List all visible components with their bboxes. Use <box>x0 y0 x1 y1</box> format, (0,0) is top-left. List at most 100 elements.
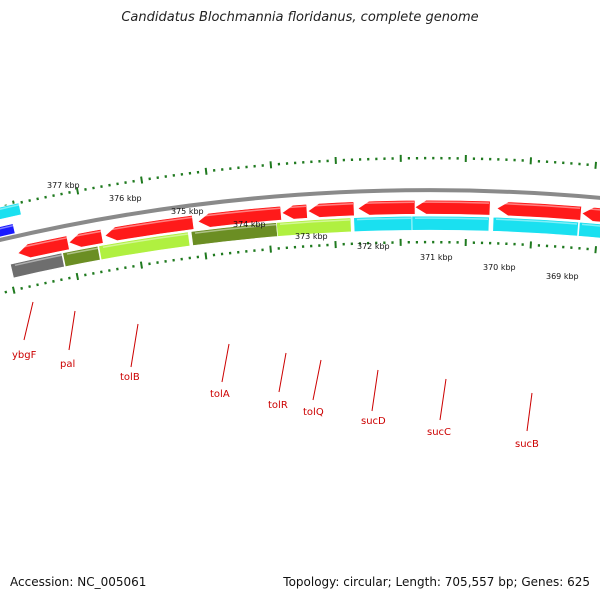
scale-label-374: 374 kbp <box>233 220 266 229</box>
outer-gene-cyan <box>0 202 22 220</box>
gene-label-sucB: sucB <box>515 439 539 450</box>
inner-tick-4 <box>20 286 24 290</box>
reverse-gene-8 <box>492 216 579 237</box>
inner-tick-5 <box>28 285 31 289</box>
genome-summary: Topology: circular; Length: 705,557 bp; … <box>283 575 590 589</box>
reverse-gene-2 <box>62 245 101 268</box>
gene-label-line-8 <box>439 378 447 421</box>
reverse-gene-5 <box>276 217 352 237</box>
scale-label-375: 375 kbp <box>171 207 204 216</box>
gene-label-line-5 <box>278 352 287 393</box>
inner-tick-35 <box>269 245 272 253</box>
forward-gene-2-highlight <box>71 230 102 238</box>
gene-label-lines <box>23 301 533 432</box>
reverse-gene-3 <box>98 231 191 261</box>
outer-gene-blue <box>0 223 16 238</box>
gene-label-line-6 <box>312 359 322 401</box>
reverse-gene-7 <box>411 215 490 232</box>
forward-gene-track <box>17 199 600 258</box>
gene-label-line-4 <box>221 343 230 383</box>
scale-label-371: 371 kbp <box>420 253 453 262</box>
forward-gene-6-highlight <box>310 202 354 207</box>
scale-label-369: 369 kbp <box>546 272 579 281</box>
reverse-gene-2-highlight <box>66 247 99 255</box>
reverse-gene-9 <box>578 221 600 239</box>
reverse-gene-8-highlight <box>495 218 578 225</box>
forward-gene-8-highlight <box>417 201 490 204</box>
forward-gene-8 <box>414 199 491 216</box>
outer-tick-19 <box>140 176 144 184</box>
gene-label-line-9 <box>526 392 533 432</box>
genome-backbone <box>0 188 600 243</box>
outer-tick-6 <box>36 197 39 201</box>
forward-gene-10 <box>581 207 600 223</box>
scale-label-372: 372 kbp <box>357 242 390 251</box>
forward-gene-2 <box>68 229 104 248</box>
forward-gene-9-highlight <box>499 202 581 209</box>
gene-label-tolB: tolB <box>120 372 140 383</box>
scale-label-370: 370 kbp <box>483 263 516 272</box>
inner-tick-75 <box>594 246 598 254</box>
outer-gene-blue-highlight <box>0 224 14 230</box>
gene-label-tolR: tolR <box>268 400 288 411</box>
map-title: Candidatus Blochmannia floridanus, compl… <box>121 10 479 25</box>
forward-gene-10-highlight <box>584 207 600 211</box>
gene-label-ybgF: ybgF <box>12 350 37 361</box>
inner-tick-11 <box>75 272 80 281</box>
inner-tick-7 <box>44 281 47 285</box>
forward-gene-1-highlight <box>20 237 68 249</box>
gene-label-tolA: tolA <box>210 389 230 400</box>
inner-tick-3 <box>11 286 16 294</box>
outer-tick-35 <box>269 161 273 169</box>
gene-label-line-7 <box>371 369 379 412</box>
forward-gene-7-highlight <box>360 201 415 205</box>
outer-tick-11 <box>75 187 80 195</box>
scale-label-377: 377 kbp <box>47 181 80 190</box>
forward-gene-5 <box>281 203 308 220</box>
outer-gene-track <box>0 202 22 238</box>
reverse-gene-track <box>10 215 600 279</box>
scale-labels: 377 kbp 376 kbp 375 kbp 374 kbp 373 kbp … <box>47 181 579 281</box>
forward-gene-3 <box>104 215 195 242</box>
reverse-gene-5-highlight <box>279 219 351 225</box>
gene-label-sucC: sucC <box>427 427 451 438</box>
inner-tick-track <box>4 238 598 294</box>
reverse-gene-9-highlight <box>581 223 600 227</box>
inner-tick-2 <box>4 290 8 294</box>
scale-label-373: 373 kbp <box>295 232 328 241</box>
outer-tick-7 <box>44 195 47 199</box>
outer-tick-27 <box>204 167 208 175</box>
inner-tick-6 <box>36 283 39 287</box>
outer-tick-track <box>4 154 598 208</box>
gene-label-line-1 <box>23 301 34 341</box>
gene-labels: ybgF pal tolB tolA tolR tolQ sucD sucC s… <box>12 350 539 450</box>
forward-gene-1 <box>17 235 70 258</box>
inner-tick-8 <box>52 279 55 283</box>
reverse-gene-1-highlight <box>14 254 63 267</box>
outer-tick-4 <box>20 200 24 204</box>
outer-tick-75 <box>594 161 598 169</box>
reverse-gene-1 <box>10 252 65 279</box>
outer-tick-5 <box>28 199 32 202</box>
gene-label-tolQ: tolQ <box>303 407 324 418</box>
forward-gene-5-highlight <box>284 205 307 209</box>
forward-gene-6 <box>307 201 355 218</box>
scale-label-376: 376 kbp <box>109 194 142 203</box>
gene-label-line-2 <box>68 310 76 351</box>
gene-label-line-3 <box>130 323 139 368</box>
inner-tick-27 <box>204 252 208 260</box>
gene-label-sucD: sucD <box>361 416 386 427</box>
reverse-gene-7-highlight <box>414 217 489 220</box>
forward-gene-4 <box>197 205 282 228</box>
forward-gene-9 <box>496 201 582 221</box>
forward-gene-3-highlight <box>107 216 193 231</box>
reverse-gene-4-highlight <box>194 223 277 234</box>
accession-text: Accession: NC_005061 <box>10 575 147 589</box>
forward-gene-4-highlight <box>200 207 281 218</box>
reverse-gene-3-highlight <box>102 233 189 249</box>
reverse-gene-6-highlight <box>356 217 412 221</box>
outer-gene-cyan-highlight <box>0 204 20 210</box>
inner-tick-9 <box>60 278 63 282</box>
gene-label-pal: pal <box>60 359 75 370</box>
